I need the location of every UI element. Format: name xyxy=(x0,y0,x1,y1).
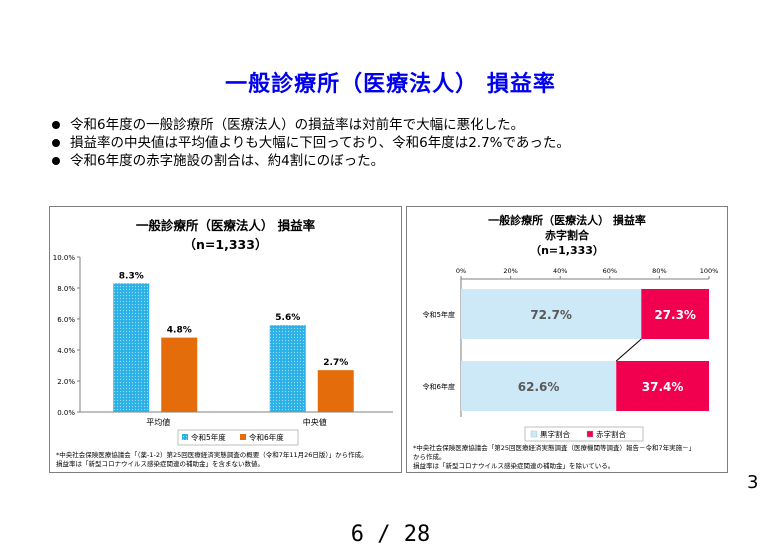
legend-swatch xyxy=(530,430,538,438)
legend-swatch xyxy=(586,430,594,438)
deficit-ratio-bar-chart: 0% 20% 40% 60% 80% 100% 令和5年度 72.7% 27.3% 令和6年度 62… xyxy=(423,267,719,442)
bar-value-label: 8.3% xyxy=(119,271,144,281)
x-tick-label: 40% xyxy=(553,267,567,275)
page-indicator: 6 / 28 xyxy=(350,522,431,547)
chart2-note-line-3: 損益率は「新型コロナウイルス感染症関連の補助金」を除いている。 xyxy=(413,462,615,470)
legend-label: 令和6年度 xyxy=(249,432,284,442)
chart1-title: 一般診療所（医療法人） 損益率 xyxy=(135,218,316,233)
y-tick-label: 6.0% xyxy=(57,316,75,324)
bar-value-label: 2.7% xyxy=(323,358,348,368)
bullet-item: 令和6年度の一般診療所（医療法人）の損益率は対前年で大幅に悪化した。 xyxy=(50,116,570,134)
legend-label: 赤字割合 xyxy=(596,429,626,439)
x-tick-label: 100% xyxy=(700,267,719,275)
chart2-legend xyxy=(524,426,644,442)
y-tick-label: 4.0% xyxy=(57,347,75,355)
bar-r5 xyxy=(113,283,150,412)
slide-number: 3 xyxy=(747,472,759,493)
bar-deficit xyxy=(616,361,709,411)
x-tick-label: 60% xyxy=(603,267,617,275)
bar-deficit xyxy=(641,289,709,339)
y-category-label: 令和5年度 xyxy=(423,310,455,319)
legend-label: 黒字割合 xyxy=(540,429,570,439)
page-title: 一般診療所（医療法人） 損益率 xyxy=(225,72,556,97)
chart1-note-line-2: 損益率は「新型コロナウイルス感染症関連の補助金」を含まない数値。 xyxy=(56,460,264,468)
bullet-dot-icon xyxy=(52,139,60,147)
legend-swatch xyxy=(182,434,188,440)
x-tick-label: 20% xyxy=(503,267,517,275)
bullet-dot-icon xyxy=(52,121,60,129)
deficit-ratio-chart-panel: 一般診療所（医療法人） 損益率 赤字割合 （n=1,333） 0% 20% 40% 6… xyxy=(406,206,728,473)
bullet-text: 損益率の中央値は平均値よりも大幅に下回っており、令和6年度は2.7%であった。 xyxy=(70,135,570,151)
chart2-note-line-2: から作成。 xyxy=(413,453,446,461)
bar-surplus xyxy=(461,289,642,339)
bar-surplus xyxy=(461,361,617,411)
y-category-label: 令和6年度 xyxy=(423,382,455,391)
legend-label: 令和5年度 xyxy=(191,432,226,442)
legend-swatch xyxy=(240,434,246,440)
bar-value-label: 62.6% xyxy=(518,380,560,394)
bar-value-label: 4.8% xyxy=(167,326,192,336)
bar-value-label: 37.4% xyxy=(642,380,684,394)
x-category-label: 中央値 xyxy=(303,417,327,427)
y-tick-label: 8.0% xyxy=(57,285,75,293)
bar-value-label: 72.7% xyxy=(530,308,572,322)
x-tick-label: 0% xyxy=(456,267,466,275)
chart2-note-line-1: *中央社会保険医療協議会「第25回医療経済実態調査（医療機関等調査）報告－令和7… xyxy=(413,444,696,452)
bar-value-label: 27.3% xyxy=(654,308,696,322)
chart1-legend xyxy=(177,429,299,446)
y-tick-label: 0.0% xyxy=(57,409,75,417)
bar-value-label: 5.6% xyxy=(275,313,300,323)
chart2-title: 一般診療所（医療法人） 損益率 xyxy=(488,214,646,227)
chart1-subtitle: （n=1,333） xyxy=(183,237,268,252)
bullet-item: 損益率の中央値は平均値よりも大幅に下回っており、令和6年度は2.7%であった。 xyxy=(50,134,570,152)
bar-r6 xyxy=(161,337,198,412)
y-tick-label: 2.0% xyxy=(57,378,75,386)
series-connector-line xyxy=(615,338,642,362)
chart2-title-line-2: 赤字割合 xyxy=(545,229,589,242)
bar-r5 xyxy=(269,325,306,412)
x-tick-label: 80% xyxy=(652,267,666,275)
profit-rate-chart-panel: 一般診療所（医療法人） 損益率 （n=1,333） 0.0% 2.0% 4.0% 6.… xyxy=(49,206,402,473)
bullet-item: 令和6年度の赤字施設の割合は、約4割にのぼった。 xyxy=(50,152,570,170)
summary-bullets: 令和6年度の一般診療所（医療法人）の損益率は対前年で大幅に悪化した。 損益率の中… xyxy=(50,116,570,170)
bullet-text: 令和6年度の赤字施設の割合は、約4割にのぼった。 xyxy=(70,153,385,169)
bar-r6 xyxy=(317,370,354,412)
chart1-note-line-1: *中央社会保険医療協議会「（薬-1-2）第25回医療経済実態調査の概要（令和7年… xyxy=(56,451,368,459)
profit-rate-bar-chart: 0.0% 2.0% 4.0% 6.0% 8.0% 10.0% 平均値 8.3% 4.8% 中央値 5… xyxy=(53,254,393,446)
y-tick-label: 10.0% xyxy=(53,254,76,262)
x-category-label: 平均値 xyxy=(146,417,170,427)
bullet-dot-icon xyxy=(52,157,60,165)
bullet-text: 令和6年度の一般診療所（医療法人）の損益率は対前年で大幅に悪化した。 xyxy=(70,117,525,133)
chart2-subtitle: （n=1,333） xyxy=(530,244,604,257)
